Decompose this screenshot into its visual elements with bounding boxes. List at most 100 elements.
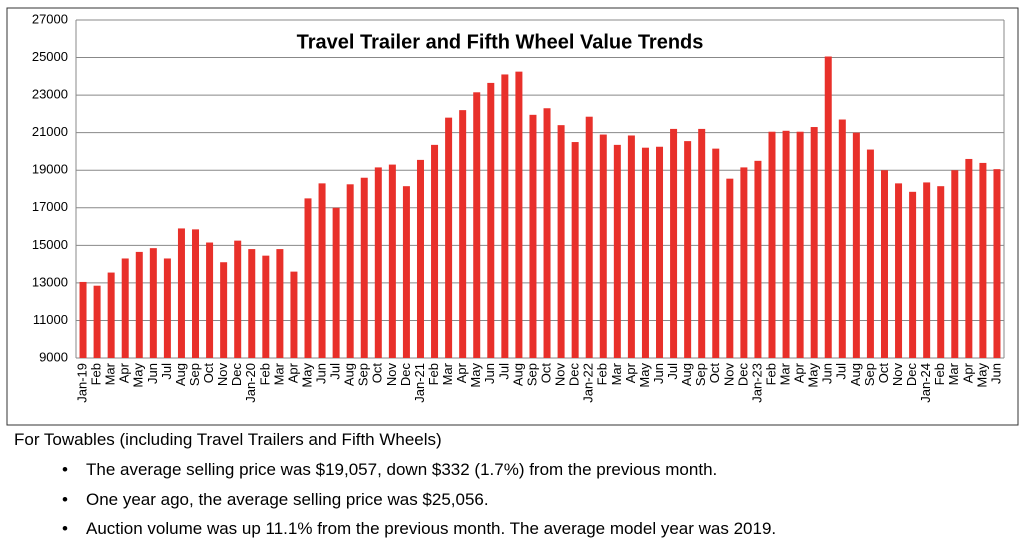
x-tick-label: May (468, 363, 483, 388)
x-tick-label: May (974, 363, 989, 388)
x-tick-label: Oct (370, 363, 385, 384)
x-tick-label: Jun (482, 363, 497, 384)
bar (529, 114, 537, 358)
bar (782, 130, 790, 358)
x-tick-label: May (131, 363, 146, 388)
x-tick-label: Jun (988, 363, 1003, 384)
bar (192, 229, 200, 358)
x-tick-label: Dec (735, 363, 750, 387)
x-tick-label: Apr (623, 362, 638, 383)
x-tick-label: Mar (777, 362, 792, 385)
x-tick-label: Jan-24 (918, 363, 933, 403)
x-tick-label: Sep (693, 363, 708, 386)
bar (627, 135, 635, 358)
x-tick-label: Apr (454, 362, 469, 383)
bar (824, 56, 832, 359)
x-tick-label: Aug (848, 363, 863, 386)
x-tick-label: Aug (679, 363, 694, 386)
x-tick-label: Aug (510, 363, 525, 386)
bar (248, 249, 256, 358)
x-tick-label: Dec (229, 363, 244, 387)
bar (107, 272, 115, 358)
bar (740, 167, 748, 358)
bar (163, 258, 171, 358)
bar (979, 162, 987, 358)
y-tick-label: 21000 (32, 124, 68, 139)
y-tick-label: 25000 (32, 49, 68, 64)
x-tick-label: Feb (426, 363, 441, 385)
bar (304, 198, 312, 358)
bar (923, 182, 931, 358)
bar (262, 255, 270, 358)
bar (937, 186, 945, 358)
y-tick-label: 9000 (39, 349, 68, 364)
x-tick-label: Nov (384, 363, 399, 387)
bar (895, 183, 903, 358)
bar (206, 242, 214, 358)
bar (402, 186, 410, 358)
x-tick-label: Apr (960, 362, 975, 383)
x-tick-label: Nov (215, 363, 230, 387)
bar (880, 170, 888, 358)
x-tick-label: Aug (173, 363, 188, 386)
bar (768, 131, 776, 358)
bar (810, 127, 818, 359)
bar (135, 251, 143, 358)
bar (866, 149, 874, 358)
x-tick-label: Jan-20 (243, 363, 258, 403)
x-tick-label: May (299, 363, 314, 388)
grid (76, 19, 1004, 359)
bar (543, 108, 551, 358)
x-tick-label: Jun (820, 363, 835, 384)
x-tick-label: Feb (89, 363, 104, 385)
y-tick-label: 23000 (32, 87, 68, 102)
bar (149, 248, 157, 358)
bar (177, 228, 185, 358)
x-tick-label: Mar (946, 362, 961, 385)
x-tick-label: Sep (187, 363, 202, 386)
bar (698, 128, 706, 358)
x-tick-label: Nov (553, 363, 568, 387)
x-tick-label: Jul (665, 363, 680, 380)
x-tick-label: Oct (876, 363, 891, 384)
y-tick-label: 19000 (32, 162, 68, 177)
y-tick-label: 11000 (33, 312, 68, 327)
bullet-marker: • (62, 489, 68, 509)
bar (360, 177, 368, 358)
bar (487, 82, 495, 359)
x-tick-label: Feb (595, 363, 610, 385)
bar (290, 271, 298, 358)
bar (388, 164, 396, 358)
heading: For Towables (including Travel Trailers … (14, 430, 442, 449)
bar (431, 144, 439, 358)
x-tick-label: Nov (721, 363, 736, 387)
bar (670, 128, 678, 358)
bar (951, 170, 959, 358)
x-tick-label: Feb (763, 363, 778, 385)
x-tick-label: Jan-19 (74, 363, 89, 403)
x-tick-label: May (637, 363, 652, 388)
x-tick-label: Oct (201, 363, 216, 384)
bar (220, 262, 228, 358)
bar (445, 117, 453, 359)
bar (459, 110, 467, 358)
x-tick-label: Apr (792, 362, 807, 383)
bar (501, 74, 509, 358)
bullet-marker: • (62, 519, 68, 538)
bar (965, 158, 973, 358)
x-tick-label: Nov (890, 363, 905, 387)
bar (416, 159, 424, 358)
bar (993, 169, 1001, 358)
x-tick-label: Jun (145, 363, 160, 384)
y-tick-label: 17000 (32, 199, 68, 214)
bullet-text: Auction volume was up 11.1% from the pre… (86, 519, 777, 538)
x-tick-label: Jan-21 (412, 363, 427, 403)
bar (93, 285, 101, 358)
x-tick-label: Feb (932, 363, 947, 385)
x-tick-label: Jul (328, 363, 343, 380)
x-tick-label: Sep (356, 363, 371, 386)
bullet-marker: • (62, 460, 68, 479)
bar (557, 125, 565, 359)
bar (712, 148, 720, 358)
x-tick-label: Feb (257, 363, 272, 385)
